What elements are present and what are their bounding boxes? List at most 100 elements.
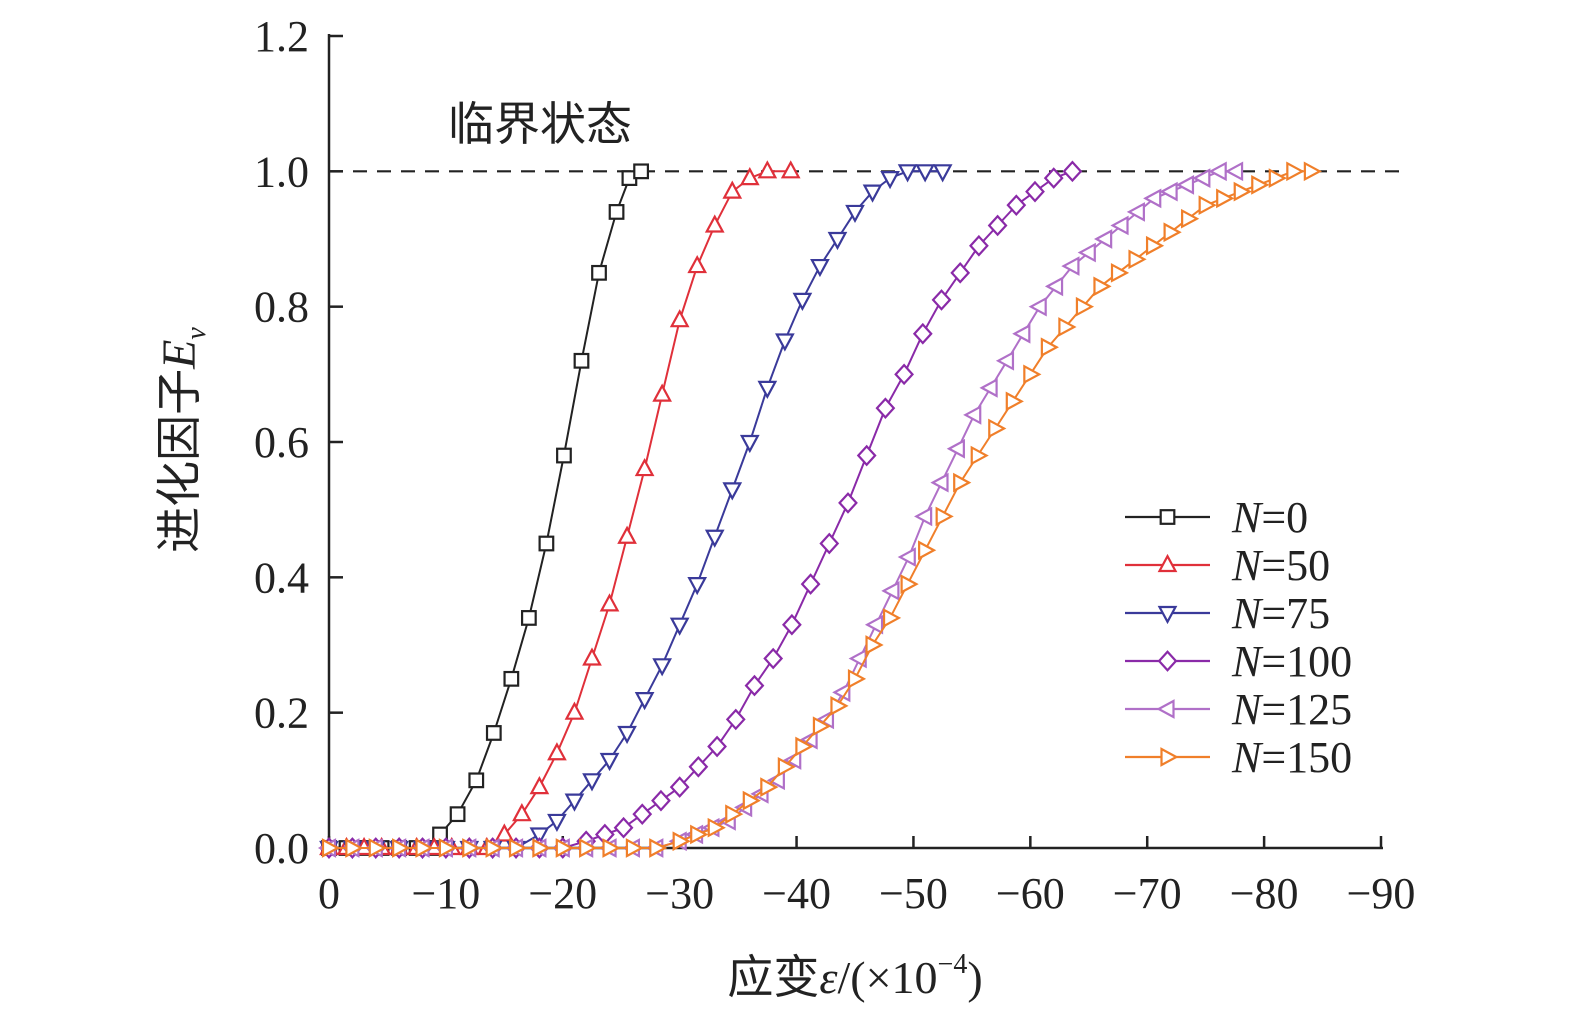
- y-tick-label: 0.8: [254, 283, 309, 332]
- data-point: [582, 647, 602, 666]
- data-point: [652, 658, 672, 677]
- x-tick-label: −10: [411, 869, 480, 918]
- x-tick-label: −40: [762, 869, 831, 918]
- data-point: [582, 773, 602, 792]
- x-axis-label-close: ): [967, 952, 982, 1003]
- data-point: [321, 838, 341, 858]
- data-point: [704, 529, 725, 548]
- data-point: [529, 827, 550, 846]
- data-point: [795, 736, 814, 757]
- data-point: [564, 701, 585, 720]
- data-point: [987, 214, 1008, 237]
- data-point: [1012, 323, 1031, 344]
- data-point: [1077, 242, 1096, 263]
- y-axis-label-sub: v: [181, 327, 212, 340]
- data-point: [963, 405, 982, 425]
- y-ticks: 0.0 0.2 0.4 0.6 0.8 1.0 1.2: [254, 12, 343, 873]
- data-point: [634, 692, 655, 711]
- data-point: [555, 838, 574, 858]
- x-ticks: 0 −10 −20 −30 −40 −50 −60 −70 −80 −90: [318, 836, 1415, 918]
- data-point: [865, 635, 884, 655]
- y-tick-label: 0.4: [254, 553, 309, 602]
- data-point: [608, 204, 625, 220]
- data-point: [725, 708, 746, 731]
- y-tick-label: 0.6: [254, 418, 309, 467]
- x-axis-label-prefix: 应变: [727, 950, 819, 1004]
- x-tick-label: −30: [645, 869, 714, 918]
- legend-label: N=0: [1231, 493, 1308, 542]
- legend-swatch-marker: [1157, 650, 1178, 672]
- y-tick-label: 1.2: [254, 12, 309, 61]
- data-point: [881, 581, 900, 601]
- data-point: [617, 525, 637, 544]
- data-point: [485, 725, 502, 741]
- y-axis-label-symbol: E: [153, 340, 206, 370]
- legend-label: N=75: [1231, 589, 1330, 638]
- data-point: [819, 532, 840, 555]
- data-point: [532, 838, 551, 858]
- data-point: [345, 838, 364, 858]
- data-point: [742, 790, 761, 811]
- data-point: [1128, 249, 1147, 270]
- data-point: [1075, 296, 1095, 317]
- x-tick-label: 0: [318, 869, 340, 918]
- data-point: [988, 418, 1007, 439]
- legend-label: N=50: [1231, 541, 1330, 590]
- data-point: [415, 838, 434, 858]
- data-point: [1286, 161, 1305, 182]
- data-point: [946, 438, 965, 459]
- series-n150: [321, 161, 1322, 858]
- data-point: [763, 647, 784, 670]
- data-point: [520, 610, 537, 626]
- data-point: [900, 574, 919, 594]
- legend-item: N=50: [1125, 541, 1330, 590]
- legend-label: N=100: [1231, 637, 1352, 686]
- legend-label: N=125: [1231, 685, 1352, 734]
- legend-item: N=150: [1125, 733, 1352, 782]
- data-point: [1159, 181, 1178, 202]
- data-point: [739, 434, 760, 454]
- data-point: [832, 682, 851, 703]
- series-n125: [317, 161, 1244, 858]
- data-point: [462, 838, 481, 858]
- data-point: [930, 472, 949, 493]
- data-point: [953, 472, 972, 493]
- data-point: [1163, 222, 1182, 243]
- data-point: [632, 803, 653, 825]
- data-point: [1110, 215, 1129, 236]
- data-point: [915, 164, 935, 183]
- legend-swatch-marker: [1160, 747, 1179, 767]
- data-point: [707, 735, 727, 758]
- data-point: [1044, 276, 1064, 297]
- data-point: [503, 670, 520, 687]
- data-point: [1268, 168, 1287, 188]
- data-point: [1094, 229, 1113, 249]
- data-point: [1181, 208, 1200, 229]
- data-point: [649, 838, 668, 858]
- x-axis-label-exp: −4: [938, 949, 968, 980]
- data-point: [368, 838, 387, 858]
- data-point: [1208, 161, 1227, 182]
- series-n50: [319, 160, 801, 856]
- data-point: [880, 171, 900, 190]
- data-point: [792, 292, 813, 312]
- data-point: [1233, 181, 1252, 202]
- data-point: [547, 742, 567, 761]
- data-point: [932, 164, 953, 183]
- legend-swatch-marker: [1156, 699, 1175, 719]
- data-point: [617, 725, 637, 745]
- data-point: [634, 457, 655, 477]
- data-point: [1040, 337, 1059, 358]
- data-point: [1110, 262, 1130, 283]
- data-point: [847, 668, 867, 689]
- data-point: [579, 838, 598, 858]
- data-point: [485, 838, 504, 858]
- data-point: [882, 608, 902, 628]
- data-point: [1062, 160, 1083, 183]
- data-point: [757, 380, 778, 399]
- data-point: [722, 180, 743, 199]
- data-point: [633, 163, 649, 180]
- data-point: [830, 696, 849, 716]
- series-line: [329, 170, 1237, 849]
